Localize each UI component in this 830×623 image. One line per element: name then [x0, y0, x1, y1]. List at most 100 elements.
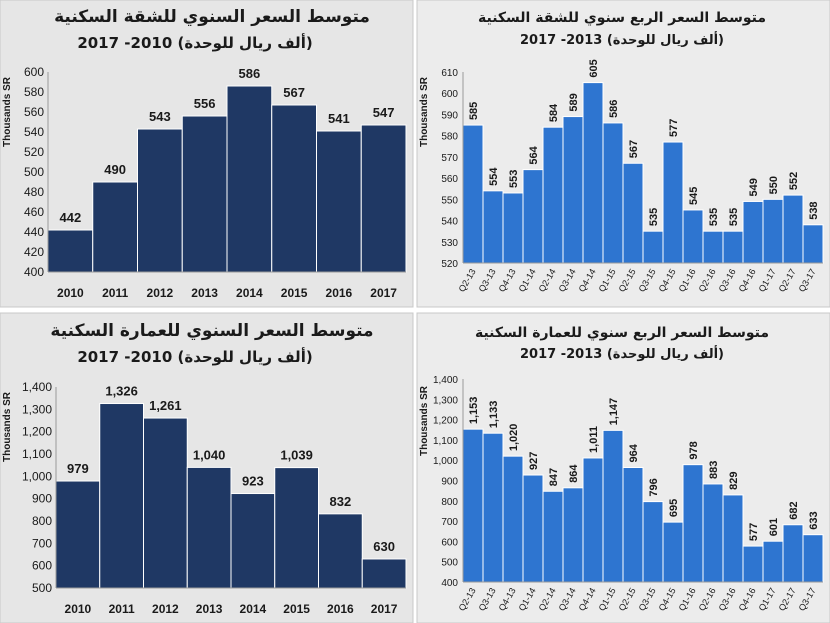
data-label: 964	[628, 443, 640, 462]
bar	[662, 141, 684, 264]
bar	[662, 521, 684, 583]
y-tick-label: 600	[441, 89, 458, 100]
bar	[602, 122, 624, 264]
data-label: 796	[648, 478, 660, 496]
bar	[582, 457, 604, 583]
bar	[622, 162, 644, 264]
bar	[582, 82, 604, 264]
chart-subtitle: (ألف ريال للوحدة) 2010- 2017	[77, 33, 312, 52]
chart-panel-3: متوسط السعر السنوي للعمارة السكنية (ألف ر…	[0, 312, 414, 623]
bar	[562, 487, 584, 583]
bar	[542, 490, 564, 583]
bar	[702, 483, 724, 583]
y-axis-label: Thousands SR	[419, 385, 430, 456]
data-label: 630	[373, 539, 395, 554]
bar	[47, 229, 94, 273]
bar	[762, 540, 784, 583]
y-tick-label: 560	[24, 105, 44, 119]
y-tick-label: 590	[441, 110, 458, 121]
bar	[602, 429, 624, 583]
data-label: 547	[373, 105, 395, 120]
data-label: 633	[808, 511, 820, 529]
data-label: 535	[648, 208, 660, 226]
bar	[186, 466, 232, 589]
bar	[502, 192, 524, 264]
y-tick-label: 600	[32, 559, 52, 573]
data-label: 543	[149, 109, 171, 124]
y-tick-label: 580	[441, 132, 458, 143]
y-tick-label: 500	[24, 165, 44, 179]
chart-title: متوسط السعر السنوي للعمارة السكنية	[50, 321, 373, 341]
x-tick-label: 2017	[371, 602, 398, 616]
bar	[722, 494, 744, 583]
bar	[802, 534, 824, 583]
data-label: 589	[568, 93, 580, 111]
data-label: 553	[508, 170, 520, 188]
data-label: 1,039	[280, 448, 313, 463]
data-label: 1,020	[508, 424, 520, 452]
data-label: 1,011	[588, 426, 600, 453]
data-label: 490	[104, 162, 126, 177]
x-tick-label: 2012	[152, 602, 179, 616]
data-label: 883	[708, 461, 720, 479]
bar	[181, 115, 228, 273]
data-label: 605	[588, 59, 600, 77]
data-label: 1,133	[488, 401, 500, 429]
bar	[137, 128, 183, 273]
y-tick-label: 550	[441, 195, 458, 206]
y-tick-label: 1,400	[433, 375, 458, 386]
y-axis-label: Thousands SR	[2, 391, 13, 462]
y-tick-label: 1,000	[22, 469, 52, 483]
y-tick-label: 520	[24, 145, 44, 159]
bar	[462, 124, 484, 264]
y-tick-label: 700	[441, 517, 458, 528]
y-tick-label: 1,300	[22, 402, 52, 416]
data-label: 682	[788, 501, 800, 519]
y-tick-label: 1,100	[433, 436, 458, 447]
bar	[230, 493, 276, 589]
x-tick-label: 2016	[326, 286, 353, 300]
bar	[274, 467, 319, 589]
data-label: 1,261	[149, 398, 182, 413]
bar	[226, 85, 273, 273]
bar	[271, 104, 317, 273]
y-tick-label: 700	[32, 536, 52, 550]
data-label: 586	[239, 66, 261, 81]
y-tick-label: 460	[24, 205, 44, 219]
y-tick-label: 1,000	[433, 456, 458, 467]
y-axis-label: Thousands SR	[2, 76, 13, 147]
y-tick-label: 610	[441, 68, 458, 79]
y-tick-label: 800	[441, 497, 458, 508]
x-tick-label: 2011	[102, 286, 128, 300]
bar	[92, 181, 138, 273]
x-tick-label: 2010	[65, 602, 92, 616]
y-tick-label: 900	[32, 492, 52, 506]
bar	[361, 558, 407, 589]
data-label: 535	[708, 208, 720, 226]
y-tick-label: 540	[24, 125, 44, 139]
bar	[622, 467, 644, 583]
data-label: 1,153	[468, 397, 480, 425]
bar	[522, 474, 544, 583]
bar	[722, 230, 744, 264]
data-label: 538	[808, 201, 820, 219]
chart-title: متوسط السعر الربع سنوي للشقة السكنية	[478, 10, 766, 27]
data-label: 864	[568, 464, 580, 483]
data-label: 541	[328, 111, 350, 126]
data-label: 695	[668, 499, 680, 517]
data-label: 1,040	[193, 447, 226, 462]
chart-panel-4: متوسط السعر الربع سنوي للعمارة السكنية (أ…	[416, 312, 830, 623]
bar	[802, 224, 824, 264]
chart-subtitle: (ألف ريال للوحدة) 2013- 2017	[520, 31, 724, 48]
x-tick-label: 2012	[147, 286, 174, 300]
chart-subtitle: (ألف ريال للوحدة) 2013- 2017	[520, 345, 724, 362]
data-label: 556	[194, 96, 216, 111]
bar	[562, 116, 584, 264]
x-tick-label: 2014	[240, 602, 267, 616]
bar	[782, 524, 804, 583]
data-label: 564	[528, 145, 540, 164]
bar	[316, 130, 362, 273]
bar	[762, 198, 784, 264]
y-tick-label: 400	[441, 578, 458, 589]
